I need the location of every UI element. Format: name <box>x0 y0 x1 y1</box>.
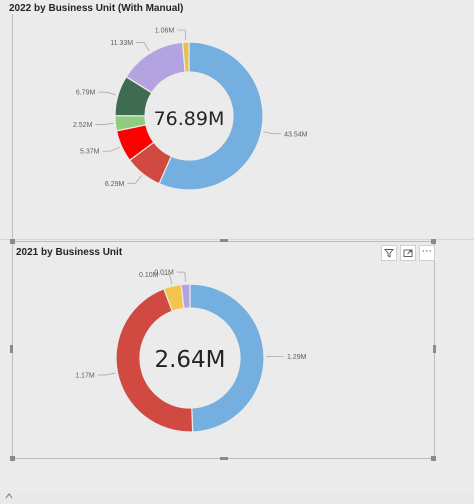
slice-data-label: 0.01M <box>154 270 174 277</box>
slice-data-label: 1.17M <box>75 372 95 379</box>
slice-leader-line <box>177 272 186 282</box>
donut-chart-2022[interactable]: 43.54M 6.29M 5.37M 2.52M 6.79M 11.33M 1.06M 76… <box>0 0 474 240</box>
slice-data-label: 43.54M <box>284 131 308 138</box>
slice-data-label: 2.52M <box>73 122 93 129</box>
donut-visual-2022[interactable]: 2022 by Business Unit (With Manual) 43.5… <box>0 0 474 240</box>
scroll-chevron-icon <box>5 486 13 492</box>
slice-leader-line <box>95 124 113 125</box>
slice-data-label: 6.79M <box>76 90 96 97</box>
slice-data-label: 1.29M <box>287 354 307 361</box>
center-total-label: 76.89M <box>154 108 225 130</box>
slice-data-label: 1.06M <box>155 28 175 35</box>
slice-leader-line <box>263 132 281 134</box>
slice-leader-line <box>177 30 185 40</box>
slice-leader-line <box>98 373 116 375</box>
slice-leader-line <box>103 147 120 151</box>
slice-leader-line <box>127 175 141 183</box>
slice-data-label: 6.29M <box>105 181 125 188</box>
slice-leader-line <box>98 92 116 95</box>
slice-data-label: 11.33M <box>110 40 133 47</box>
center-total-label: 2.64M <box>154 347 225 373</box>
slice-data-label: 5.37M <box>80 149 100 156</box>
slice-leader-line <box>136 43 149 52</box>
